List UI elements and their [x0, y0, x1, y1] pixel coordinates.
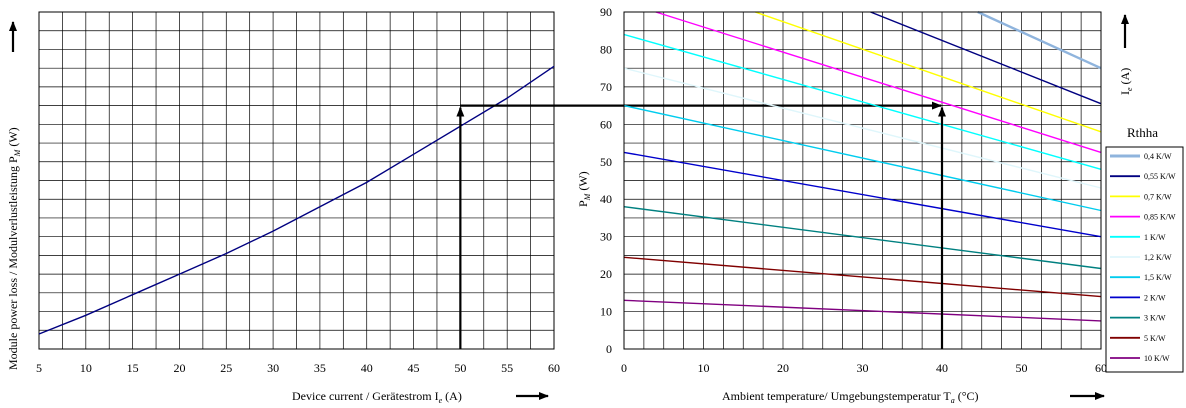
- y-tick-label: 80: [600, 42, 612, 56]
- y-tick-label: 20: [600, 267, 612, 281]
- left-x-tick-labels: 5 10 15 20 25 30 35 40 45 50 55 60: [36, 361, 560, 375]
- x-tick-label: 10: [80, 361, 92, 375]
- legend-label: 1,2 K/W: [1144, 253, 1172, 262]
- legend-label: 1,5 K/W: [1144, 273, 1172, 282]
- left-series: [38, 65, 555, 335]
- series-line: [623, 256, 1102, 298]
- x-tick-label: 15: [127, 361, 139, 375]
- x-tick-label: 60: [548, 361, 560, 375]
- series-line: [623, 299, 1102, 322]
- legend-label: 0,85 K/W: [1144, 213, 1176, 222]
- y-tick-label: 30: [600, 230, 612, 244]
- x-tick-label: 0: [621, 361, 627, 375]
- x-tick-label: 30: [267, 361, 279, 375]
- right-grid: [624, 12, 1101, 349]
- x-tick-label: 50: [454, 361, 466, 375]
- x-tick-label: 50: [1016, 361, 1028, 375]
- series-line: [623, 151, 1102, 238]
- left-grid: [39, 12, 554, 349]
- series-line: [977, 10, 1102, 70]
- x-tick-label: 20: [173, 361, 185, 375]
- x-tick-label: 55: [501, 361, 513, 375]
- right-x-axis-label: Ambient temperature/ Umgebungstemperatur…: [722, 389, 979, 405]
- x-tick-label: 30: [857, 361, 869, 375]
- legend-frame: [1105, 146, 1184, 373]
- y-tick-label: 50: [600, 155, 612, 169]
- series-line: [623, 33, 1102, 170]
- right-current-label: Ie (A): [1118, 68, 1134, 95]
- y-tick-label: 70: [600, 80, 612, 94]
- legend-title: Rthha: [1127, 125, 1158, 140]
- legend-label: 0,4 K/W: [1144, 152, 1172, 161]
- legend-label: 0,55 K/W: [1144, 172, 1176, 181]
- legend-label: 5 K/W: [1144, 334, 1166, 343]
- left-y-axis-label: Module power loss / Modulverlustleistung…: [6, 127, 22, 370]
- power-loss-curve: [38, 65, 555, 335]
- left-plot-frame: [38, 11, 555, 350]
- right-series: [623, 10, 1102, 322]
- series-line: [623, 67, 1102, 189]
- x-tick-label: 10: [698, 361, 710, 375]
- series-line: [623, 104, 1102, 212]
- legend-label: 2 K/W: [1144, 293, 1166, 302]
- legend-label: 10 K/W: [1144, 354, 1170, 363]
- legend-label: 0,7 K/W: [1144, 192, 1172, 201]
- left-chart: 5 10 15 20 25 30 35 40 45 50 55 60 Device current /…: [6, 11, 560, 405]
- x-tick-label: 25: [220, 361, 232, 375]
- left-x-axis-label: Device current / Gerätestrom Ie (A): [292, 389, 462, 405]
- x-tick-label: 40: [936, 361, 948, 375]
- x-tick-label: 45: [408, 361, 420, 375]
- legend: 0,4 K/W 0,55 K/W 0,7 K/W 0,85 K/W 1 K/W 1,2 K…: [1105, 146, 1184, 373]
- series-line: [623, 206, 1102, 270]
- legend-label: 1 K/W: [1144, 233, 1166, 242]
- x-tick-label: 35: [314, 361, 326, 375]
- right-y-tick-labels: 0 10 20 30 40 50 60 70 80 90: [600, 5, 612, 356]
- right-plot-frame: [623, 11, 1102, 350]
- x-tick-label: 60: [1095, 361, 1107, 375]
- y-tick-label: 40: [600, 192, 612, 206]
- series-line: [754, 11, 1102, 133]
- x-tick-label: 40: [361, 361, 373, 375]
- legend-label: 3 K/W: [1144, 314, 1166, 323]
- y-tick-label: 0: [606, 342, 612, 356]
- right-chart: 0 10 20 30 40 50 60 0 10 20 30 40 50 60 70 80 90 Ambien…: [576, 5, 1184, 405]
- right-x-tick-labels: 0 10 20 30 40 50 60: [621, 361, 1107, 375]
- x-tick-label: 5: [36, 361, 42, 375]
- x-tick-label: 20: [777, 361, 789, 375]
- right-y-axis-label: PM (W): [576, 171, 592, 207]
- y-tick-label: 10: [600, 305, 612, 319]
- series-line: [870, 11, 1102, 105]
- y-tick-label: 60: [600, 117, 612, 131]
- series-line: [655, 11, 1102, 154]
- y-tick-label: 90: [600, 5, 612, 19]
